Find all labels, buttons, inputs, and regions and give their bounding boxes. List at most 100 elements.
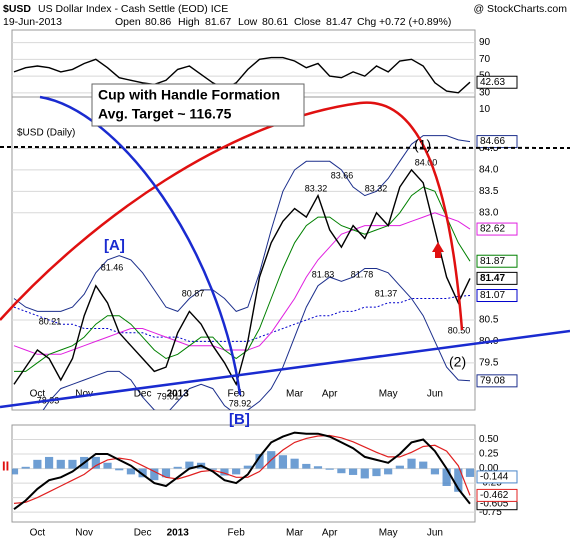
y-tick-label: 84.0 <box>479 165 499 176</box>
price-annotation: 84.00 <box>415 157 438 167</box>
wave-label: (1) <box>414 137 431 153</box>
quote-value: 81.47 <box>326 16 352 28</box>
cup-arc <box>0 101 464 331</box>
price-annotation: 79.01 <box>157 391 180 401</box>
histogram-bar <box>290 458 299 469</box>
value-box-label: -0.462 <box>480 490 509 501</box>
value-box-label: -0.605 <box>480 498 509 509</box>
histogram-bar <box>33 459 42 469</box>
x-tick-label: Dec <box>134 528 152 539</box>
price-annotation: 83.32 <box>365 183 388 193</box>
y-tick-label: 84.5 <box>479 143 499 154</box>
x-tick-label: Apr <box>322 528 338 539</box>
macd-plot <box>12 431 475 513</box>
x-tick-label: Oct <box>30 528 46 539</box>
wave-arc <box>39 95 242 396</box>
y-tick-label: 30 <box>479 87 491 98</box>
symbol: $USD <box>3 3 31 15</box>
series-line <box>13 434 471 504</box>
value-box-label: 79.08 <box>480 375 505 386</box>
value-box-label: 81.07 <box>480 290 505 301</box>
quote-value: 81.67 <box>205 16 231 28</box>
histogram-bar <box>56 459 65 469</box>
histogram-bar <box>442 468 451 486</box>
quote-label: Low <box>238 16 258 28</box>
price-annotation: 78.92 <box>229 398 252 408</box>
y-tick-label: -0.75 <box>479 507 502 518</box>
histogram-bar <box>430 468 440 475</box>
axes: 79.580.080.583.083.584.084.581.4781.8782… <box>30 37 518 539</box>
histogram-bar <box>360 468 369 479</box>
price-plot <box>12 135 475 410</box>
histogram-bar <box>161 468 171 478</box>
value-box-label: 81.47 <box>480 273 505 284</box>
x-tick-label: Mar <box>286 528 304 539</box>
x-tick-label: Feb <box>228 389 246 400</box>
histogram-bar <box>115 468 124 471</box>
x-tick-label: Nov <box>75 528 93 539</box>
chart-title: $USD (Daily) <box>17 128 75 139</box>
note-text: Avg. Target ~ 116.75 <box>98 106 232 122</box>
y-tick-label: 70 <box>479 54 491 65</box>
histogram-bar <box>44 456 54 469</box>
histogram-bar <box>232 468 241 475</box>
price-annotation: 81.37 <box>375 288 398 298</box>
trend-line <box>0 329 570 409</box>
value-box <box>476 222 518 236</box>
series-line <box>14 186 471 372</box>
series-line <box>13 295 471 342</box>
value-box <box>476 75 518 89</box>
histogram-bar <box>407 458 416 469</box>
x-tick-label: May <box>379 528 398 539</box>
histogram-bar <box>395 465 404 469</box>
value-box-label: -0.144 <box>480 472 509 483</box>
x-tick-label: 2013 <box>167 389 190 400</box>
histogram-bar <box>278 455 288 469</box>
series-line <box>13 56 471 94</box>
price-annotation: 81.83 <box>312 269 335 279</box>
value-box <box>476 374 518 388</box>
x-tick-label: Oct <box>30 389 46 400</box>
y-tick-label: 0.00 <box>479 463 499 474</box>
histogram-bar <box>325 468 334 470</box>
y-tick-label: 79.5 <box>479 357 499 368</box>
resistance-line <box>0 146 570 149</box>
quote-value: 80.61 <box>262 16 288 28</box>
histogram-bar <box>372 468 381 477</box>
histogram-bar <box>243 465 252 469</box>
y-tick-label: 0.50 <box>479 434 499 445</box>
histogram-bar <box>384 468 393 475</box>
histogram-bar <box>91 456 100 469</box>
histogram-bar <box>173 466 182 469</box>
price-annotation: 80.21 <box>39 316 62 326</box>
y-tick-label: 10 <box>479 104 491 115</box>
price-annotation: 80.87 <box>182 288 205 298</box>
x-tick-label: Mar <box>286 389 304 400</box>
histogram-bar <box>103 462 112 469</box>
value-box-label: 82.62 <box>480 224 505 235</box>
value-box <box>476 470 518 484</box>
series-line <box>13 168 471 387</box>
quote-label: High <box>178 16 200 28</box>
wave-label: (2) <box>449 354 466 370</box>
wave-label: [A] <box>104 237 125 254</box>
histogram-bar <box>348 468 358 475</box>
x-tick-label: Jun <box>427 389 443 400</box>
histogram-bar <box>302 463 311 469</box>
value-box <box>476 289 518 303</box>
histogram-bar <box>255 454 264 469</box>
price-annotation: 80.50 <box>448 325 471 335</box>
y-tick-label: 0.25 <box>479 449 499 460</box>
price-annotation: 81.78 <box>351 269 374 279</box>
histogram-bar <box>454 468 463 492</box>
value-box <box>476 254 518 268</box>
series-line <box>13 212 471 355</box>
value-box <box>476 488 518 502</box>
histogram-bar <box>126 468 136 475</box>
note-text: Cup with Handle Formation <box>98 87 280 103</box>
price-annotation: 83.32 <box>305 183 328 193</box>
quote-label: Open <box>115 16 141 28</box>
x-tick-label: Nov <box>75 389 93 400</box>
x-tick-label: Feb <box>228 528 246 539</box>
